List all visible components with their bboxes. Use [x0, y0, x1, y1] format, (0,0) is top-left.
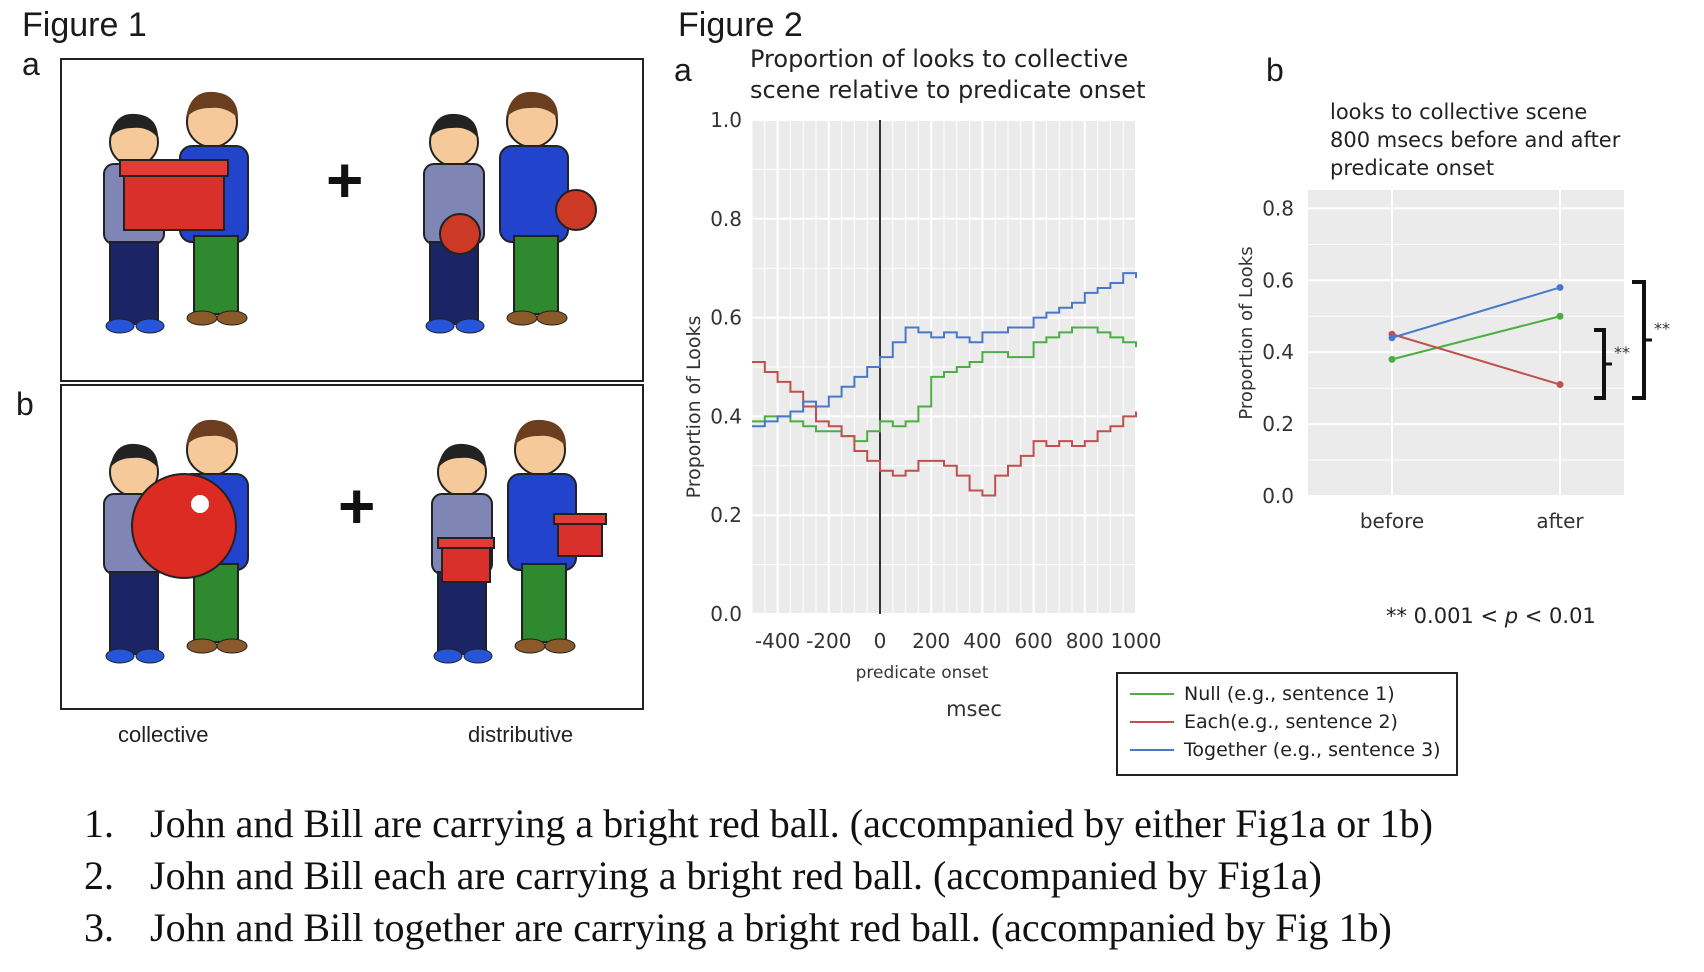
- series-line-null: [1391, 315, 1561, 361]
- y-tick-label: 0.8: [710, 207, 742, 231]
- x-tick-label: 600: [1015, 629, 1053, 653]
- small-box-icon: [553, 513, 607, 557]
- x-tick-label: after: [1536, 509, 1584, 533]
- sentence-text: John and Bill are carrying a bright red …: [150, 801, 1433, 846]
- y-tick-label: 1.0: [710, 110, 742, 132]
- collective-box-illustration: [103, 91, 597, 334]
- y-tick-label: 0.8: [1262, 196, 1294, 220]
- figure1-panel-b: [60, 384, 644, 710]
- y-tick-label: 0.6: [710, 306, 742, 330]
- small-ball-icon: [555, 189, 597, 231]
- significance-brackets: ** **: [1594, 280, 1670, 400]
- list-item: 2. John and Bill each are carrying a bri…: [84, 852, 1694, 904]
- data-point: [1388, 334, 1396, 342]
- chart-b-title-line1: looks to collective scene: [1330, 100, 1588, 124]
- series-line-each: [752, 361, 1137, 497]
- sentence-number: 2.: [84, 853, 114, 898]
- chart-b-title-line3: predicate onset: [1330, 156, 1495, 180]
- boy-left-figure-3: [103, 443, 165, 664]
- significance-marker-2: **: [1654, 319, 1670, 338]
- sentence-text: John and Bill together are carrying a br…: [150, 905, 1392, 950]
- figure1-panel-a-label: a: [22, 46, 40, 82]
- series-line-together: [752, 272, 1137, 428]
- boy-right-figure-2: [499, 91, 569, 326]
- note-suffix: < 0.01: [1518, 604, 1596, 628]
- figure2-panel-b-label: b: [1266, 52, 1284, 88]
- chart-a-x-label: predicate onset: [856, 663, 989, 683]
- chart-a-y-label: Proportion of Looks: [683, 316, 705, 499]
- x-tick-label: -400: [755, 629, 800, 653]
- chart-legend: Null (e.g., sentence 1) Each(e.g., sente…: [1116, 672, 1458, 776]
- legend-swatch-each: [1130, 721, 1174, 723]
- x-tick-label: 200: [912, 629, 950, 653]
- significance-marker: **: [1614, 343, 1630, 362]
- data-point: [1556, 283, 1564, 291]
- y-tick-label: 0.0: [710, 602, 742, 626]
- data-point: [1388, 355, 1396, 363]
- figure1-panel-b-label: b: [16, 386, 34, 422]
- legend-label-each: Each(e.g., sentence 2): [1184, 711, 1398, 733]
- plus-sign: +: [326, 144, 364, 216]
- figure2-title: Figure 2: [678, 6, 803, 44]
- chart-a-x-unit: msec: [946, 697, 1002, 721]
- data-point: [1556, 381, 1564, 389]
- legend-swatch-together: [1130, 749, 1174, 751]
- legend-label-together: Together (e.g., sentence 3): [1184, 739, 1441, 761]
- x-tick-label: before: [1360, 509, 1424, 533]
- series-line-together: [1391, 286, 1561, 339]
- chart-b-title-line2: 800 msecs before and after: [1330, 128, 1621, 152]
- chart-b-y-label: Proportion of Looks: [1236, 246, 1257, 419]
- data-point: [1556, 312, 1564, 320]
- y-tick-label: 0.0: [1262, 484, 1294, 508]
- sentence-text: John and Bill each are carrying a bright…: [150, 853, 1322, 898]
- caption-collective: collective: [118, 722, 209, 747]
- y-tick-label: 0.4: [710, 404, 742, 428]
- y-tick-label: 0.4: [1262, 340, 1294, 364]
- y-tick-label: 0.2: [1262, 412, 1294, 436]
- chart-a: -400 -200 0 200 400 600 800 1000 0.0 0.2 0.4 0.6 0.8…: [683, 110, 1162, 721]
- legend-swatch-null: [1130, 693, 1174, 695]
- list-item: 3. John and Bill together are carrying a…: [84, 904, 1694, 956]
- chart-a-title: Proportion of looks to collective scene …: [750, 44, 1145, 106]
- x-tick-label: 1000: [1111, 629, 1162, 653]
- y-tick-label: 0.2: [710, 503, 742, 527]
- sentence-list: 1. John and Bill are carrying a bright r…: [84, 800, 1694, 956]
- note-p: p: [1504, 604, 1519, 628]
- legend-item-each: Each(e.g., sentence 2): [1118, 708, 1456, 736]
- collective-ball-illustration: [103, 419, 607, 664]
- chart-b-title: looks to collective scene 800 msecs befo…: [1330, 98, 1620, 182]
- y-tick-label: 0.6: [1262, 268, 1294, 292]
- x-tick-label: 400: [963, 629, 1001, 653]
- sentence-number: 3.: [84, 905, 114, 950]
- red-box-icon: [119, 159, 229, 231]
- chart-b-plot-area: [1308, 190, 1624, 496]
- big-red-ball-icon: [131, 473, 237, 579]
- plus-sign-2: +: [338, 470, 376, 542]
- chart-a-title-line2: scene relative to predicate onset: [750, 76, 1146, 104]
- figure1-title: Figure 1: [22, 6, 147, 44]
- series-line-null: [752, 326, 1137, 443]
- note-prefix: ** 0.001 <: [1386, 604, 1505, 628]
- significance-note: ** 0.001 < p < 0.01: [1386, 604, 1596, 628]
- series-line-each: [1391, 333, 1561, 386]
- small-box-icon: [437, 537, 495, 583]
- caption-distributive: distributive: [468, 722, 574, 747]
- figure1-panel-a: [60, 58, 644, 382]
- figure2-panel-a-label: a: [674, 52, 692, 88]
- x-tick-label: 800: [1066, 629, 1104, 653]
- legend-label-null: Null (e.g., sentence 1): [1184, 683, 1395, 705]
- list-item: 1. John and Bill are carrying a bright r…: [84, 800, 1694, 852]
- x-tick-label: -200: [806, 629, 851, 653]
- chart-b: 0.0 0.2 0.4 0.6 0.8 before after ** ** Proport…: [1236, 190, 1670, 533]
- sentence-number: 1.: [84, 801, 114, 846]
- x-tick-label: 0: [874, 629, 887, 653]
- chart-a-title-line1: Proportion of looks to collective: [750, 45, 1129, 73]
- legend-item-together: Together (e.g., sentence 3): [1118, 736, 1456, 764]
- small-ball-icon: [439, 213, 481, 255]
- legend-item-null: Null (e.g., sentence 1): [1118, 680, 1456, 708]
